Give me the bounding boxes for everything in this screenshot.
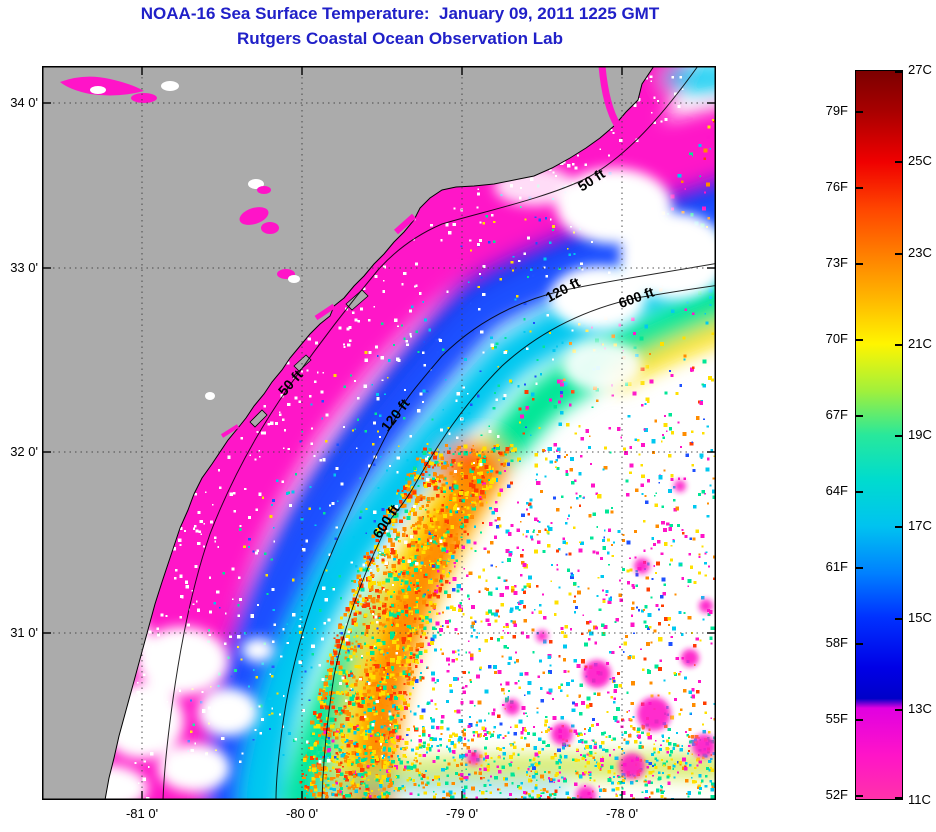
colorbar-tick	[856, 262, 863, 265]
colorbar-label: 27C	[908, 62, 932, 77]
colorbar-tick	[895, 343, 902, 346]
depth-contours	[162, 66, 716, 800]
colorbar-label: 11C	[908, 792, 931, 807]
colorbar-tick	[856, 794, 863, 797]
sst-map: 50 ft 50 ft 120 ft 120 ft 600 ft 600 ft	[42, 66, 716, 800]
colorbar-label: 15C	[908, 609, 932, 625]
ocean-field	[105, 66, 716, 800]
colorbar-label: 61F	[825, 558, 848, 574]
y-tick-label: 34 0'	[10, 95, 38, 110]
colorbar-label: 76F	[825, 178, 848, 194]
title-line2: Rutgers Coastal Ocean Observation Lab	[237, 29, 563, 48]
y-tick-label: 33 0'	[10, 260, 38, 275]
graticule	[42, 66, 716, 800]
colorbar-tick	[856, 718, 863, 721]
colorbar-tick	[895, 71, 902, 73]
colorbar-label: 64F	[825, 482, 848, 498]
colorbar-tick	[856, 414, 863, 417]
colorbar-celsius-labels: 27C 25C 23C 21C 19C 17C 15C 13C 11C	[908, 62, 936, 807]
landmass	[42, 66, 655, 800]
colorbar-fahrenheit-labels: 79F 76F 73F 70F 67F 64F 61F 58F 55F 52F	[800, 70, 848, 802]
colorbar-tick	[895, 252, 902, 255]
colorbar-tick	[856, 566, 863, 569]
inland-water-artifacts	[60, 66, 622, 438]
colorbar-tick	[895, 617, 902, 620]
sst-map-canvas: 50 ft 50 ft 120 ft 120 ft 600 ft 600 ft	[42, 66, 716, 800]
cold-patches	[467, 480, 716, 800]
x-tick-label: -79 0'	[445, 806, 479, 821]
colorbar-label: 21C	[908, 335, 932, 351]
x-tick-label: -81 0'	[125, 806, 159, 821]
x-tick-label: -80 0'	[285, 806, 319, 821]
colorbar-tick	[895, 161, 902, 164]
colorbar-label: 70F	[825, 330, 848, 346]
title-line1: NOAA-16 Sea Surface Temperature: January…	[140, 4, 660, 23]
colorbar-label: 13C	[908, 700, 932, 716]
colorbar-label: 19C	[908, 427, 932, 442]
x-tick-label: -78 0'	[605, 806, 639, 821]
colorbar-label: 58F	[825, 634, 848, 650]
colorbar-tick	[895, 526, 902, 529]
colorbar-label: 52F	[825, 786, 848, 802]
contour-600ft	[321, 284, 716, 800]
colorbar	[855, 70, 903, 800]
colorbar-tick	[895, 435, 902, 437]
y-tick-label: 31 0'	[10, 625, 38, 640]
map-frame	[42, 66, 716, 800]
colorbar-tick	[856, 338, 863, 341]
colorbar-label: 17C	[908, 518, 932, 534]
colorbar-tick	[856, 490, 863, 493]
colorbar-label: 73F	[825, 254, 848, 270]
contour-50ft	[162, 66, 699, 800]
colorbar-tick	[856, 642, 863, 645]
colorbar-label: 79F	[825, 102, 848, 118]
contour-120ft	[275, 262, 716, 800]
colorbar-tick	[895, 797, 902, 799]
colorbar-label: 67F	[825, 406, 848, 422]
colorbar-label: 23C	[908, 244, 932, 260]
y-tick-label: 32 0'	[10, 444, 38, 459]
colorbar-label: 25C	[908, 153, 932, 169]
colorbar-tick	[895, 708, 902, 711]
colorbar-tick	[856, 110, 863, 113]
colorbar-tick	[856, 186, 863, 189]
colorbar-label: 55F	[825, 710, 848, 726]
